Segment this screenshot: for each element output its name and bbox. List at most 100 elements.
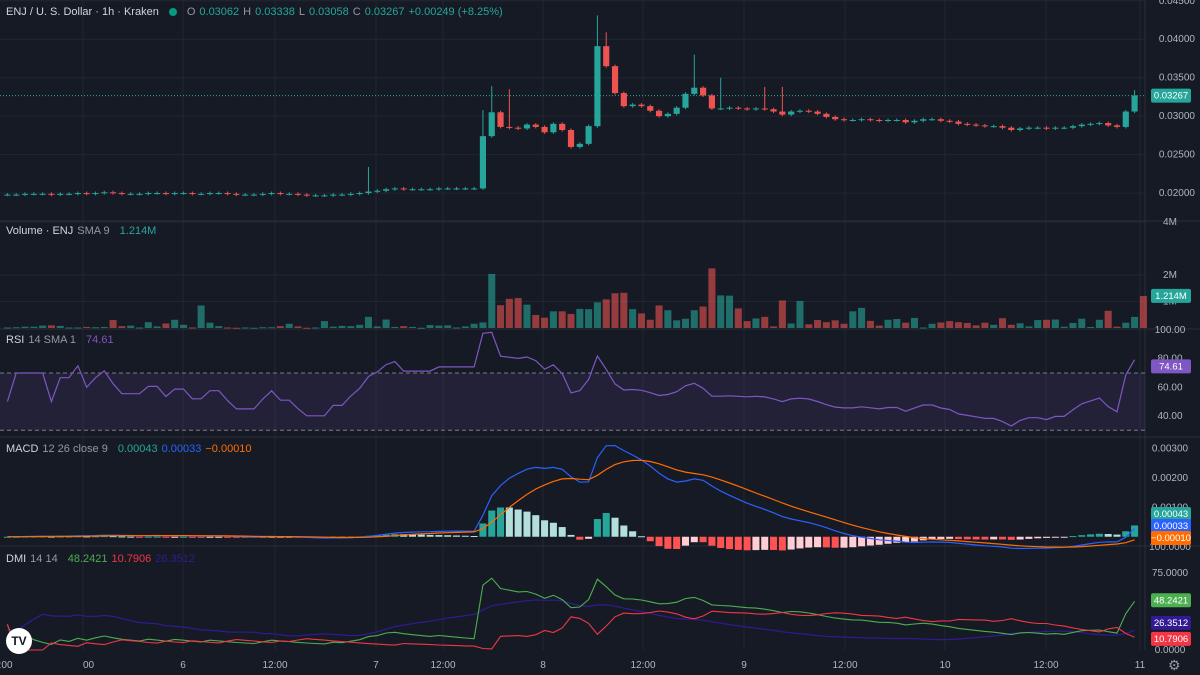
candle-body [955,121,962,124]
volume-bar [497,305,505,328]
rsi-tick-label: 100.00 [1155,325,1186,336]
candle-body [4,194,11,196]
dmi-plus-tag: 48.2421 [1151,593,1191,608]
volume-label: Volume · ENJ [6,225,74,237]
candle-body [154,193,161,195]
candle-body [664,113,671,117]
candle-body [928,119,936,121]
dmi-plus-tag-text: 48.2421 [1154,595,1188,606]
di-plus-line [6,577,1136,652]
candle-body [21,193,29,195]
macd-histogram-bar [1051,536,1059,538]
candle-body [180,193,187,195]
dmi-legend[interactable]: DMI 14 14 48.2421 10.7906 26.3512 [6,553,195,565]
candle-body [215,193,222,195]
candle-body [242,194,249,196]
candle-body [321,195,328,197]
macd-line-tag-bg [1151,519,1191,533]
candle-body [30,193,37,195]
candle-body [515,127,522,129]
volume-bar [690,310,698,328]
volume-bar [981,322,989,328]
candle-body [541,126,548,133]
volume-bar [1095,319,1103,328]
volume-legend[interactable]: Volume · ENJ SMA 9 1.214M [6,225,156,237]
volume-bar [400,326,408,328]
volume-bar [294,326,302,328]
macd-histogram-bar [690,536,698,543]
volume-tag-bg [1151,288,1191,303]
volume-bar [1060,326,1068,328]
volume-bar [629,309,637,328]
macd-hist-tag-bg [1151,507,1191,521]
macd-histogram-bar [373,535,381,537]
volume-bar [1025,326,1033,328]
volume-bar [611,293,619,328]
symbol-title[interactable]: ENJ / U. S. Dollar · 1h · Kraken [6,6,159,18]
candle-body [1017,128,1024,130]
rsi-legend[interactable]: RSI 14 SMA 1 74.61 [6,334,114,346]
volume-bar [655,305,663,328]
volume-bar [602,299,610,328]
tradingview-logo-icon[interactable]: TV [6,628,32,654]
macd-histogram-bar [734,536,742,550]
volume-settings: SMA 9 [77,225,110,237]
volume-bar [83,326,91,328]
volume-bar [171,319,179,328]
volume-bar [549,311,557,328]
candle-body [400,188,407,190]
rsi-tick-label: 60.00 [1157,382,1182,393]
volume-bar [74,327,82,329]
volume-bar [417,327,425,329]
volume-bar [875,325,883,328]
candle-body [435,188,442,190]
volume-bar [734,308,742,328]
time-axis-label: 12:00 [1033,660,1058,671]
candle-body [136,193,143,195]
close-label: C [352,6,361,18]
volume-bar [1051,319,1059,328]
time-axis-label: 00 [83,660,95,671]
macd-histogram-bar [153,536,161,538]
volume-bar [514,298,522,328]
time-axis-label: 12:00 [262,660,287,671]
candle-body [206,193,214,195]
macd-histogram-bar [822,536,830,548]
candle-body [48,193,55,195]
macd-histogram-bar [232,536,240,538]
volume-bar [893,318,901,328]
macd-legend[interactable]: MACD 12 26 close 9 0.00043 0.00033 −0.00… [6,443,252,455]
close-value: 0.03267 [364,6,405,18]
volume-bar [1122,322,1130,328]
volume-bar [884,319,892,328]
rsi-tag-text: 74.61 [1159,361,1183,372]
macd-histogram-bar [849,536,857,548]
candle-body [356,193,363,195]
macd-histogram-bar [452,535,461,537]
candle-body [374,190,381,192]
gear-icon[interactable]: ⚙ [1168,657,1181,673]
macd-histogram-bar [725,536,734,550]
rsi-tick-label: 80.00 [1157,354,1182,365]
dmi-minus-tag: 10.7906 [1151,631,1191,646]
candle-body [867,119,874,121]
macd-histogram-bar [100,536,108,538]
candle-body [1078,124,1085,127]
candles [4,15,1138,197]
volume-bar [144,322,152,328]
macd-histogram-bar [180,536,188,538]
di-minus-value: 10.7906 [111,553,152,565]
volume-bar [902,322,910,328]
macd-histogram-bar [954,536,962,540]
volume-bar [717,295,725,328]
time-axis-label: 12:00 [0,660,13,671]
price-tag: 0.03267 [1151,88,1191,103]
candle-body [1113,125,1121,127]
macd-histogram-bar [902,536,910,543]
volume-bar [364,316,372,328]
candle-body [973,124,980,126]
candle-body [92,193,99,195]
candle-body [1061,127,1068,129]
volume-bar [1034,320,1042,328]
